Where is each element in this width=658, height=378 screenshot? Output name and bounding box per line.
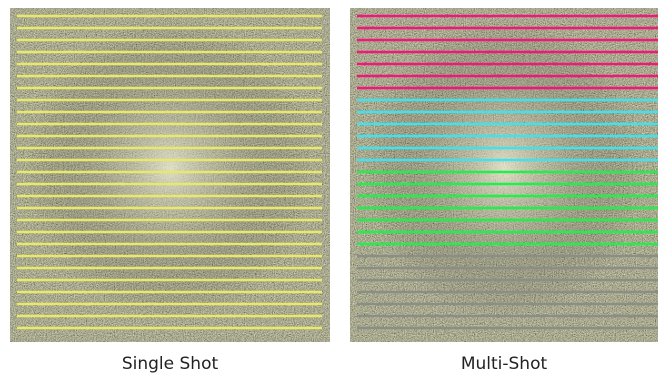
trajectory-lines	[357, 16, 658, 328]
page: Single Shot Multi-Shot (() => { const da…	[0, 0, 658, 378]
panel-label: Single Shot	[122, 354, 219, 374]
figure: Single Shot Multi-Shot	[0, 0, 658, 378]
panel-label: Multi-Shot	[461, 354, 548, 374]
panel-single	[10, 8, 330, 342]
panel-multi	[350, 8, 658, 342]
trajectory-lines	[17, 16, 322, 328]
